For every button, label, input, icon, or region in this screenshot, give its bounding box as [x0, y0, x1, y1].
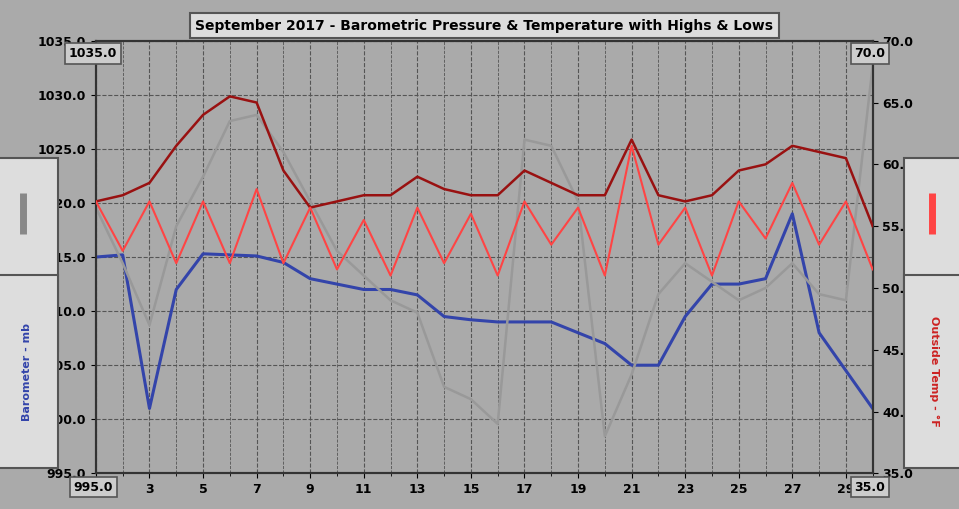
- Text: 35.0: 35.0: [854, 480, 885, 494]
- Text: 995.0: 995.0: [73, 480, 113, 494]
- Y-axis label: Outside Temp - °F: Outside Temp - °F: [924, 187, 939, 327]
- Text: 70.0: 70.0: [854, 47, 885, 60]
- Title: September 2017 - Barometric Pressure & Temperature with Highs & Lows: September 2017 - Barometric Pressure & T…: [196, 19, 773, 33]
- Y-axis label: Barometer - mb: Barometer - mb: [18, 195, 32, 319]
- Text: Outside Temp - °F: Outside Temp - °F: [929, 316, 939, 427]
- Text: Barometer - mb: Barometer - mb: [22, 323, 32, 420]
- Text: 1035.0: 1035.0: [69, 47, 117, 60]
